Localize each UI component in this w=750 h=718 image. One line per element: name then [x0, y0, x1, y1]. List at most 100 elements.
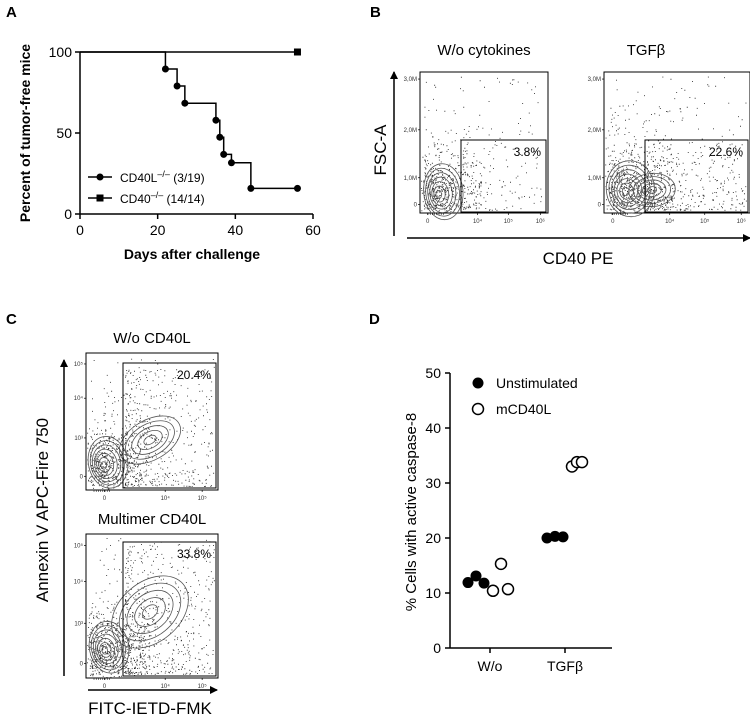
- subplot-title-c1: W/o CD40L: [113, 330, 191, 347]
- flow-plot-b2: 22.6% 3,0M 2,0M 1,0M 0 0 10⁴ 10⁵ 10⁶: [588, 71, 750, 225]
- panel-label-b: B: [370, 4, 381, 21]
- density-contour: [125, 420, 175, 460]
- data-point-unstimulated: [549, 530, 561, 542]
- data-point-mcd40l: [575, 455, 589, 469]
- flow-panel-c: W/o CD40L Multimer CD40L 20.4% 10⁵ 10⁴ 10³ 0…: [33, 330, 219, 718]
- density-contour: [637, 179, 667, 201]
- flow-plots-b: 3.8% 3,0M 2,0M 1,0M 0 0 10⁴ 10⁵ 10⁶ 22.6% 3,0M 2,0M…: [404, 71, 750, 225]
- x-tick-label: 10⁴: [161, 495, 171, 502]
- x-tick-label-a: 0: [76, 222, 84, 238]
- x-tick-label: 10⁴: [665, 218, 675, 225]
- y-tick-label: 2,0M: [588, 128, 601, 134]
- density-contour: [141, 604, 159, 620]
- x-tick-label-d: TGFβ: [547, 658, 583, 674]
- density-contour: [613, 173, 643, 207]
- x-axis-title-a: Days after challenge: [124, 246, 260, 262]
- data-point-circle: [161, 65, 169, 73]
- y-tick-label: 10⁵: [74, 543, 84, 550]
- data-point-circle: [247, 184, 255, 192]
- y-tick-label: 10⁴: [74, 579, 84, 586]
- ticks-a: 0 20 40 60 0 50 100: [49, 44, 321, 238]
- x-tick-label: 10⁶: [737, 218, 747, 225]
- density-contour: [608, 164, 651, 214]
- legend-marker-cd40: [96, 194, 104, 202]
- data-point-unstimulated: [462, 577, 474, 589]
- x-tick-label: 10⁴: [473, 218, 483, 225]
- legend-a: CD40L–/– (3/19) CD40–/– (14/14): [88, 169, 205, 206]
- density-contour: [621, 187, 630, 196]
- density-contour: [616, 178, 639, 203]
- y-axis-title-b: FSC-A: [371, 124, 390, 176]
- data-point-unstimulated: [478, 577, 490, 589]
- svg-text:CD40L–/– (3/19): CD40L–/– (3/19): [120, 169, 205, 185]
- x-tick-label-a: 60: [305, 222, 321, 238]
- caspase-chart: 0 10 20 30 40 50 W/o TGFβ % Cells with active c…: [403, 365, 612, 674]
- data-point-circle: [220, 150, 228, 158]
- y-axis-title-c: Annexin V APC-Fire 750: [33, 418, 52, 602]
- gate-rectangle: [122, 541, 217, 677]
- density-contour: [126, 589, 174, 635]
- x-tick-label: 10⁵: [700, 218, 710, 225]
- gate-rectangle: [460, 139, 547, 213]
- density-contour: [646, 186, 658, 194]
- y-tick-label: 10⁵: [74, 361, 84, 368]
- legend-sup-cd40l: –/–: [157, 169, 170, 179]
- density-contour: [431, 181, 450, 206]
- y-tick-label-a: 50: [56, 125, 72, 141]
- x-axis-title-c: FITC-IETD-FMK: [88, 699, 212, 718]
- data-point-circle: [216, 133, 224, 141]
- svg-text:CD40–/– (14/14): CD40–/– (14/14): [120, 190, 205, 206]
- density-contour: [100, 461, 107, 470]
- y-tick-label: 10³: [74, 621, 83, 627]
- y-tick-label-d: 50: [425, 365, 441, 381]
- y-tick-label: 3,0M: [404, 77, 417, 83]
- legend-d: Unstimulated mCD40L: [471, 375, 578, 417]
- series-line-0: [80, 51, 298, 190]
- density-contour: [423, 163, 464, 221]
- x-tick-label-a: 20: [150, 222, 166, 238]
- density-contour: [628, 172, 676, 208]
- panel-label-c: C: [6, 311, 17, 328]
- plot-frame: [85, 533, 219, 679]
- density-contour: [101, 646, 108, 655]
- density-contour: [95, 633, 119, 665]
- density-contour: [98, 457, 111, 473]
- legend-marker-mcd40l: [471, 402, 485, 416]
- x-tick-label: 0: [426, 219, 430, 225]
- x-tick-label-d: W/o: [478, 658, 503, 674]
- density-contour: [97, 637, 116, 661]
- legend-marker-cd40l: [96, 173, 104, 181]
- gate-percent: 33.8%: [177, 547, 211, 561]
- plot-frame: [419, 71, 549, 214]
- y-tick-label: 2,0M: [404, 128, 417, 134]
- data-point-unstimulated: [470, 570, 482, 582]
- density-contour: [429, 176, 453, 210]
- y-tick-label-d: 20: [425, 530, 441, 546]
- data-point-unstimulated: [557, 531, 569, 543]
- gate-rectangle: [644, 139, 749, 213]
- density-contour: [642, 182, 662, 198]
- y-axis-title-d: % Cells with active caspase-8: [403, 413, 420, 611]
- x-tick-label: 0: [103, 496, 107, 502]
- flow-plot-c1: 20.4% 10⁵ 10⁴ 10³ 0 0 10⁴ 10⁵: [74, 352, 219, 502]
- legend-count-cd40: (14/14): [167, 192, 205, 206]
- density-contour: [119, 415, 181, 465]
- plot-frame: [603, 71, 750, 214]
- y-tick-label: 0: [80, 662, 84, 668]
- density-contour: [90, 625, 126, 671]
- event-dots: [87, 358, 215, 490]
- y-tick-label-d: 40: [425, 420, 441, 436]
- density-contour: [611, 169, 647, 211]
- x-tick-label: 0: [611, 219, 615, 225]
- panel-label-d: D: [369, 311, 380, 328]
- y-tick-label: 1,0M: [404, 176, 417, 182]
- legend-count-cd40l: (3/19): [173, 171, 204, 185]
- survival-chart: 0 20 40 60 0 50 100 Days after challenge Perce…: [17, 44, 321, 262]
- data-point-circle: [212, 116, 220, 124]
- x-tick-label: 10⁵: [504, 218, 514, 225]
- density-contour: [94, 448, 118, 480]
- density-contour: [632, 176, 672, 204]
- density-contour: [111, 575, 189, 649]
- subplot-title-b1: W/o cytokines: [437, 42, 530, 59]
